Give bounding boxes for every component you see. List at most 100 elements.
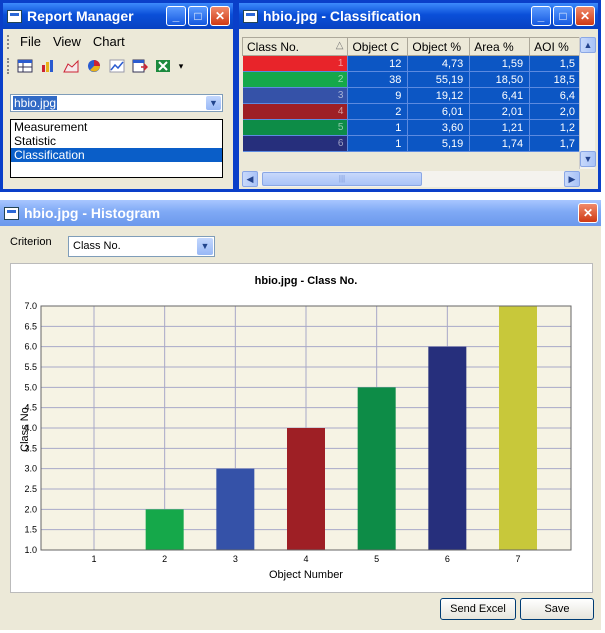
column-header-object-pct[interactable]: Object % (407, 37, 471, 56)
area-chart-icon[interactable] (61, 56, 81, 76)
list-item-classification[interactable]: Classification (11, 148, 222, 162)
class-number: 1 (242, 56, 348, 71)
list-item-measurement[interactable]: Measurement (14, 120, 88, 134)
object-pct-cell: 5,19 (407, 135, 471, 152)
y-tick-label: 1.5 (24, 525, 37, 535)
object-count-cell: 12 (347, 55, 409, 72)
class-number: 3 (242, 88, 348, 103)
bar-chart-icon[interactable] (38, 56, 58, 76)
table-row[interactable]: 3 9 19,12 6,41 6,4 (242, 87, 582, 104)
sort-ascending-icon: △ (335, 39, 344, 51)
menu-chart[interactable]: Chart (92, 34, 125, 49)
object-pct-cell: 3,60 (407, 119, 471, 136)
list-item-statistic[interactable]: Statistic (14, 134, 57, 148)
table-row[interactable]: 2 38 55,19 18,50 18,5 (242, 71, 582, 88)
close-button[interactable]: ✕ (575, 6, 595, 26)
chart-title: hbio.jpg - Class No. (255, 275, 358, 287)
line-chart-icon[interactable] (107, 56, 127, 76)
object-pct-cell: 55,19 (407, 71, 471, 88)
table-row[interactable]: 6 1 5,19 1,74 1,7 (242, 135, 582, 152)
class-color-cell: 6 (242, 135, 349, 152)
send-excel-button[interactable]: Send Excel (440, 598, 516, 620)
y-tick-label: 5.0 (24, 382, 37, 392)
menu-view[interactable]: View (52, 34, 81, 49)
bar (428, 346, 467, 550)
table-row[interactable]: 5 1 3,60 1,21 1,2 (242, 119, 582, 136)
classification-table: Class No. △ Object C Object % Area % AOI… (241, 37, 582, 152)
column-header-area-pct[interactable]: Area % (469, 37, 531, 56)
class-color-cell: 3 (242, 87, 349, 104)
object-pct-cell: 4,73 (407, 55, 471, 72)
x-tick-label: 3 (233, 554, 238, 564)
menu-file[interactable]: File (20, 34, 41, 49)
object-count-cell: 2 (347, 103, 409, 120)
histogram-titlebar[interactable]: hbio.jpg - Histogram ✕ (0, 200, 601, 226)
save-button[interactable]: Save (520, 598, 594, 620)
criterion-label: Criterion (10, 236, 52, 248)
report-manager-title: Report Manager (27, 8, 134, 24)
y-axis-label: Class No. (19, 404, 31, 452)
y-tick-label: 2.5 (24, 484, 37, 494)
report-manager-titlebar[interactable]: Report Manager _ □ ✕ (3, 3, 233, 29)
table-icon[interactable] (15, 56, 35, 76)
overflow-icon[interactable]: ▾ (178, 60, 184, 71)
column-header-class-no[interactable]: Class No. △ (241, 37, 349, 56)
plot-border (40, 305, 572, 551)
object-count-cell: 1 (347, 119, 409, 136)
file-combo[interactable]: hbio.jpg ▼ (10, 94, 223, 112)
histogram-chart: 1.0 1.5 2.0 2.5 3.0 3.5 4.0 4.5 5.0 5.5 6.0 6.5 7.0 1… (19, 275, 572, 581)
close-button[interactable]: ✕ (210, 6, 230, 26)
pie-chart-icon[interactable] (84, 56, 104, 76)
bar (287, 428, 325, 550)
horizontal-scrollbar[interactable]: ◀ ||| ▶ (242, 171, 580, 187)
aoi-pct-cell: 6,4 (529, 87, 582, 104)
class-color-cell: 1 (242, 55, 349, 72)
table-header-row: Class No. △ Object C Object % Area % AOI… (241, 37, 582, 56)
column-header-object-count[interactable]: Object C (347, 37, 409, 56)
report-type-list[interactable]: Measurement Statistic Classification (10, 119, 223, 178)
chevron-down-icon[interactable]: ▼ (197, 238, 213, 255)
menu-grip (7, 34, 10, 49)
maximize-button[interactable]: □ (553, 6, 573, 26)
histogram-chart-panel: 1.0 1.5 2.0 2.5 3.0 3.5 4.0 4.5 5.0 5.5 6.0 6.5 7.0 1… (10, 263, 593, 593)
file-combo-value: hbio.jpg (13, 96, 58, 110)
class-number: 2 (242, 72, 348, 87)
scroll-left-icon[interactable]: ◀ (242, 171, 258, 187)
area-pct-cell: 2,01 (469, 103, 531, 120)
table-row[interactable]: 1 12 4,73 1,59 1,5 (242, 55, 582, 72)
y-tick-label: 7.0 (24, 301, 37, 311)
object-count-cell: 1 (347, 135, 409, 152)
x-tick-label: 4 (303, 554, 308, 564)
chevron-down-icon[interactable]: ▼ (206, 96, 221, 110)
bar (499, 306, 537, 550)
scroll-up-icon[interactable]: ▲ (580, 37, 596, 53)
scroll-right-icon[interactable]: ▶ (564, 171, 580, 187)
vertical-scrollbar[interactable]: ▲ ▼ (579, 37, 596, 169)
class-number: 5 (242, 120, 348, 135)
bar (145, 509, 184, 550)
classification-titlebar[interactable]: hbio.jpg - Classification _ □ ✕ (239, 3, 598, 29)
area-pct-cell: 6,41 (469, 87, 531, 104)
histogram-title: hbio.jpg - Histogram (24, 205, 161, 221)
x-tick-label: 1 (91, 554, 96, 564)
x-tick-label: 5 (374, 554, 379, 564)
area-pct-cell: 1,59 (469, 55, 531, 72)
export-icon[interactable] (130, 56, 150, 76)
aoi-pct-cell: 1,2 (529, 119, 582, 136)
y-tick-label: 3.5 (24, 443, 37, 453)
scroll-down-icon[interactable]: ▼ (580, 151, 596, 167)
column-header-aoi-pct[interactable]: AOI % (529, 37, 582, 56)
toolbar: ▾ (3, 53, 233, 79)
window-icon (7, 9, 22, 23)
minimize-button[interactable]: _ (166, 6, 186, 26)
y-tick-label: 6.5 (24, 321, 37, 331)
maximize-button[interactable]: □ (188, 6, 208, 26)
table-row[interactable]: 4 2 6,01 2,01 2,0 (242, 103, 582, 120)
close-button[interactable]: ✕ (578, 203, 598, 223)
scrollbar-thumb[interactable]: ||| (262, 172, 422, 186)
minimize-button[interactable]: _ (531, 6, 551, 26)
excel-icon[interactable] (153, 56, 173, 76)
object-pct-cell: 19,12 (407, 87, 471, 104)
criterion-select[interactable]: Class No. ▼ (68, 236, 215, 257)
x-tick-label: 6 (445, 554, 450, 564)
